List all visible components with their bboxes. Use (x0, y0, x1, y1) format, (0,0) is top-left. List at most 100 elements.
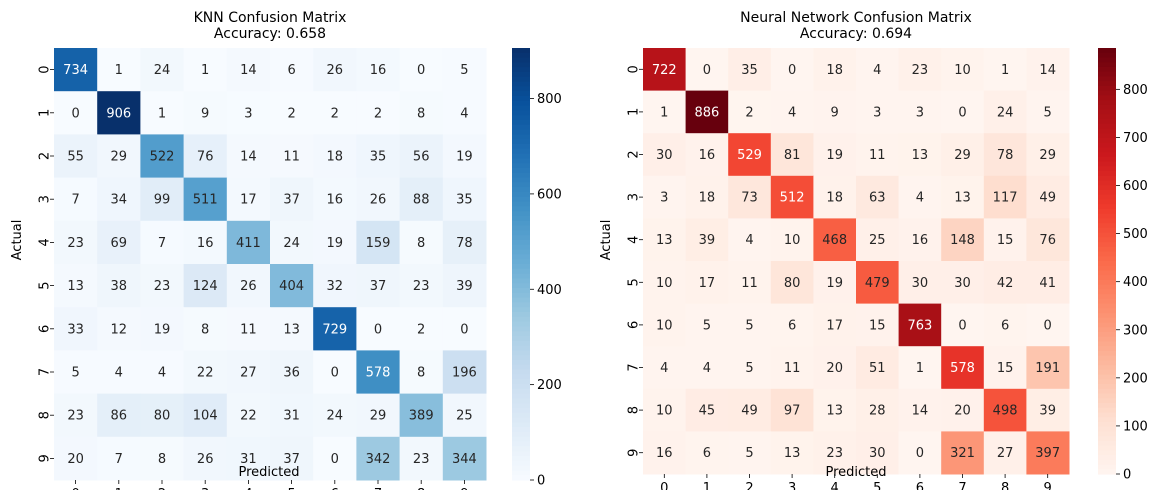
heatmap-cell (226, 307, 271, 351)
colorbar-segment (512, 134, 530, 140)
heatmap-cell (643, 346, 687, 390)
cell-value-label: 16 (327, 193, 344, 208)
heatmap-cell (770, 261, 814, 305)
colorbar-segment (1098, 450, 1116, 456)
heatmap-cell (685, 48, 729, 92)
cell-value-label: 0 (417, 63, 425, 78)
heatmap-cell (226, 436, 271, 481)
heatmap-cell (643, 175, 687, 219)
cell-value-label: 39 (456, 279, 473, 294)
heatmap-cell (898, 346, 942, 390)
colorbar-segment (512, 470, 530, 476)
heatmap-cell (983, 388, 1027, 432)
colorbar-segment (512, 278, 530, 284)
cell-value-label: 29 (370, 409, 387, 424)
cell-value-label: 5 (745, 361, 753, 376)
heatmap-cell (270, 307, 314, 351)
x-tick-label: 2 (158, 487, 166, 490)
nn-heatmap-cells: 722 0 35 0 18 4 23 10 1 141 886 2 4 9 3 3 0 24 530 16 529 81 1… (643, 48, 1070, 475)
heatmap-cell (226, 134, 271, 179)
cell-value-label: 17 (240, 193, 257, 208)
cell-value-label: 529 (737, 148, 762, 163)
heatmap-cell (183, 134, 228, 179)
heatmap-cell (1026, 303, 1070, 347)
cell-value-label: 29 (1039, 148, 1056, 163)
colorbar-segment (512, 369, 530, 375)
colorbar-segment (512, 312, 530, 318)
colorbar-segment (512, 432, 530, 438)
cell-value-label: 191 (1035, 361, 1060, 376)
colorbar-segment (1098, 199, 1116, 205)
cell-value-label: 26 (327, 63, 344, 78)
colorbar-segment (1098, 237, 1116, 243)
colorbar-tick-label: 0 (1123, 468, 1131, 483)
heatmap-cell (226, 177, 271, 222)
colorbar-segment (1098, 298, 1116, 305)
nn-x-ticks: 0 1 2 3 4 5 6 7 8 9 (660, 474, 1052, 490)
heatmap-cell (685, 303, 729, 347)
cell-value-label: 0 (331, 452, 339, 467)
cell-value-label: 17 (699, 276, 716, 291)
cell-value-label: 6 (788, 318, 796, 333)
heatmap-cell (140, 264, 185, 308)
colorbar-segment (512, 129, 530, 135)
heatmap-cell (399, 177, 444, 222)
heatmap-cell (856, 133, 900, 177)
colorbar-segment (1098, 147, 1116, 153)
colorbar-segment (1098, 62, 1116, 68)
cell-value-label: 1 (660, 105, 668, 120)
x-tick-label: 6 (331, 487, 339, 490)
cell-value-label: 78 (456, 236, 473, 251)
colorbar-segment (1098, 336, 1116, 343)
cell-value-label: 15 (997, 361, 1014, 376)
heatmap-cell (313, 350, 357, 395)
cell-value-label: 9 (201, 106, 209, 121)
heatmap-cell (313, 134, 357, 179)
heatmap-cell (898, 431, 942, 475)
cell-value-label: 2 (287, 106, 295, 121)
colorbar-segment (1098, 218, 1116, 224)
colorbar-segment (512, 163, 530, 169)
colorbar-segment (1098, 156, 1116, 163)
cell-value-label: 18 (826, 191, 843, 206)
cell-value-label: 906 (106, 106, 131, 121)
colorbar-segment (512, 412, 530, 419)
colorbar-segment (512, 268, 530, 275)
cell-value-label: 7 (71, 193, 79, 208)
heatmap-cell (270, 436, 314, 481)
colorbar-segment (512, 148, 530, 155)
heatmap-cell (183, 91, 228, 135)
x-tick-label: 3 (201, 487, 209, 490)
x-tick-label: 0 (71, 487, 79, 490)
cell-value-label: 13 (283, 322, 300, 337)
cell-value-label: 0 (703, 63, 711, 78)
colorbar-segment (512, 216, 530, 222)
heatmap-cell (54, 134, 98, 179)
colorbar-segment (1098, 265, 1116, 272)
colorbar-segment (512, 48, 530, 54)
colorbar-segment (1098, 279, 1116, 286)
cell-value-label: 23 (413, 279, 430, 294)
heatmap-cell (983, 346, 1027, 390)
heatmap-cell (813, 388, 857, 432)
heatmap-cell (941, 303, 985, 347)
heatmap-cell (983, 303, 1027, 347)
heatmap-cell (270, 264, 314, 308)
y-tick-label: 2 (627, 150, 642, 158)
heatmap-cell (813, 133, 857, 177)
colorbar-segment (512, 81, 530, 87)
cell-value-label: 3 (873, 105, 881, 120)
cell-value-label: 37 (283, 193, 300, 208)
y-tick-label: 2 (38, 152, 53, 160)
colorbar-segment (1098, 421, 1116, 428)
colorbar-segment (1098, 327, 1116, 333)
cell-value-label: 13 (954, 191, 971, 206)
colorbar-segment (512, 302, 530, 308)
colorbar-segment (1098, 256, 1116, 262)
colorbar-segment (512, 379, 530, 385)
colorbar-segment (1098, 313, 1116, 319)
colorbar-segment (1098, 350, 1116, 357)
x-tick-label: 1 (115, 487, 123, 490)
colorbar-segment (512, 393, 530, 399)
cell-value-label: 196 (452, 366, 477, 381)
